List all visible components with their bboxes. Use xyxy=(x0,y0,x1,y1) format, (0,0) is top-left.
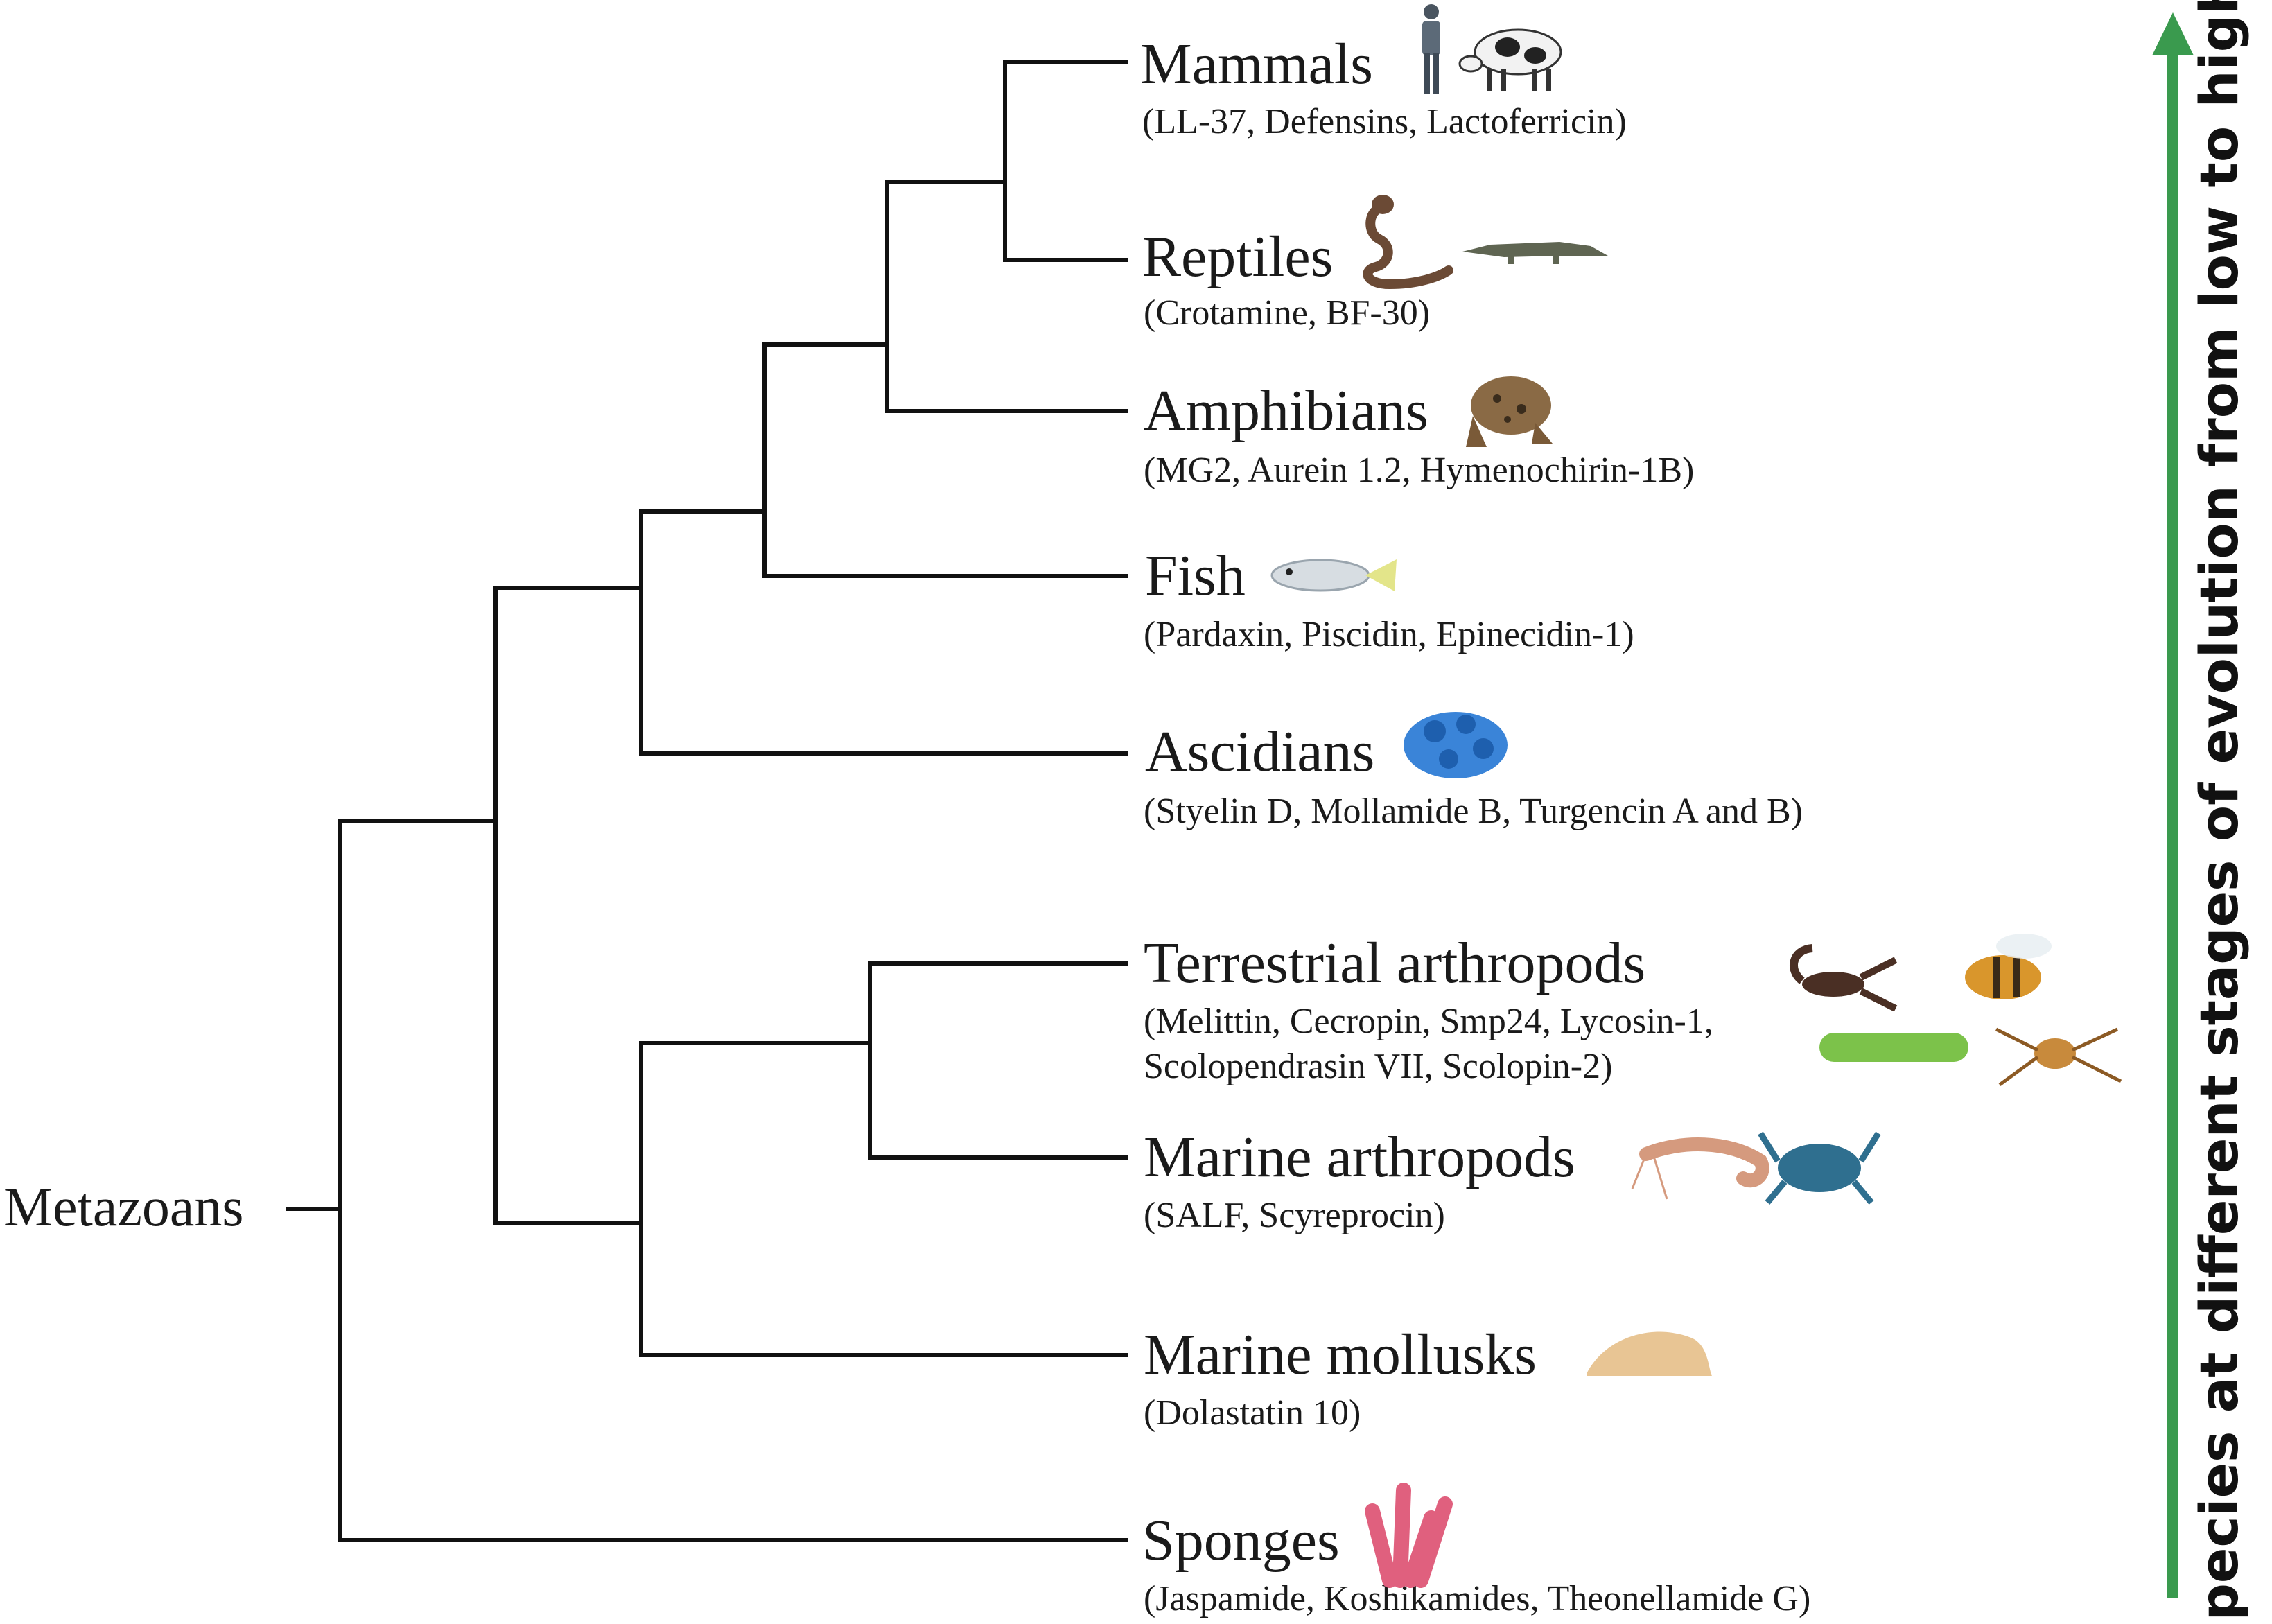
taxon-name: Ascidians xyxy=(1145,719,1374,784)
sponge-icon xyxy=(1365,1483,1453,1588)
bee-icon xyxy=(1965,934,2052,999)
taxon-name: Mammals xyxy=(1140,32,1373,96)
taxon-peptides: (SALF, Scyreprocin) xyxy=(1144,1196,1445,1235)
taxon-marine-arthropods: Marine arthropods (SALF, Scyreprocin) xyxy=(1144,1125,1575,1235)
taxon-name: Fish xyxy=(1145,543,1246,608)
shrimp-icon xyxy=(1631,1137,1769,1200)
evolution-arrow-label: Species at different stages of evolution… xyxy=(2188,0,2250,1624)
taxon-reptiles: Reptiles (Crotamine, BF-30) xyxy=(1142,225,1430,333)
fish-icon xyxy=(1270,559,1397,592)
taxon-name: Marine mollusks xyxy=(1144,1322,1537,1387)
taxon-ascidians: Ascidians (Styelin D, Mollamide B, Turge… xyxy=(1144,719,1803,831)
taxon-peptides: (LL-37, Defensins, Lactoferricin) xyxy=(1142,102,1627,141)
taxon-peptides: (Dolastatin 10) xyxy=(1144,1393,1361,1433)
taxon-name: Amphibians xyxy=(1144,378,1428,443)
taxon-name: Reptiles xyxy=(1142,225,1333,289)
crab-icon xyxy=(1758,1131,1881,1205)
taxon-fish: Fish (Pardaxin, Piscidin, Epinecidin-1) xyxy=(1144,543,1634,654)
evolution-arrow xyxy=(2152,12,2194,1598)
human-icon xyxy=(1422,4,1440,94)
taxon-peptides: (Melittin, Cecropin, Smp24, Lycosin-1, xyxy=(1144,1002,1713,1041)
taxon-marine-mollusks: Marine mollusks (Dolastatin 10) xyxy=(1144,1322,1537,1433)
taxon-peptides: (Crotamine, BF-30) xyxy=(1144,293,1430,333)
root-label: Metazoans xyxy=(3,1177,244,1238)
taxon-peptides: (Jaspamide, Koshikamides, Theonellamide … xyxy=(1144,1579,1810,1618)
taxon-amphibians: Amphibians (MG2, Aurein 1.2, Hymenochiri… xyxy=(1144,378,1694,490)
sea-hare-icon xyxy=(1587,1331,1712,1376)
ascidian-icon xyxy=(1404,712,1508,778)
cow-icon xyxy=(1458,28,1562,91)
caterpillar-icon xyxy=(1819,1033,1968,1062)
crocodile-icon xyxy=(1462,242,1608,264)
taxon-terrestrial-arthropods: Terrestrial arthropods (Melittin, Cecrop… xyxy=(1144,931,1713,1086)
taxon-peptides: (MG2, Aurein 1.2, Hymenochirin-1B) xyxy=(1144,451,1694,490)
taxon-mammals: Mammals (LL-37, Defensins, Lactoferricin… xyxy=(1140,32,1627,141)
taxon-peptides: (Pardaxin, Piscidin, Epinecidin-1) xyxy=(1144,615,1634,654)
taxon-name: Sponges xyxy=(1142,1508,1340,1573)
taxon-peptides-line-2: Scolopendrasin VII, Scolopin-2) xyxy=(1144,1047,1612,1086)
taxon-name: Marine arthropods xyxy=(1144,1125,1575,1189)
toad-icon xyxy=(1466,376,1553,447)
taxon-peptides: (Styelin D, Mollamide B, Turgencin A and… xyxy=(1144,792,1803,831)
cobra-icon xyxy=(1363,195,1453,290)
scorpion-icon xyxy=(1790,944,1898,1012)
tree-branches xyxy=(286,60,1128,1542)
taxon-sponges: Sponges (Jaspamide, Koshikamides, Theone… xyxy=(1142,1508,1810,1618)
spider-icon xyxy=(1995,1027,2122,1087)
taxon-name: Terrestrial arthropods xyxy=(1144,931,1645,995)
arrow-head xyxy=(2152,12,2194,55)
